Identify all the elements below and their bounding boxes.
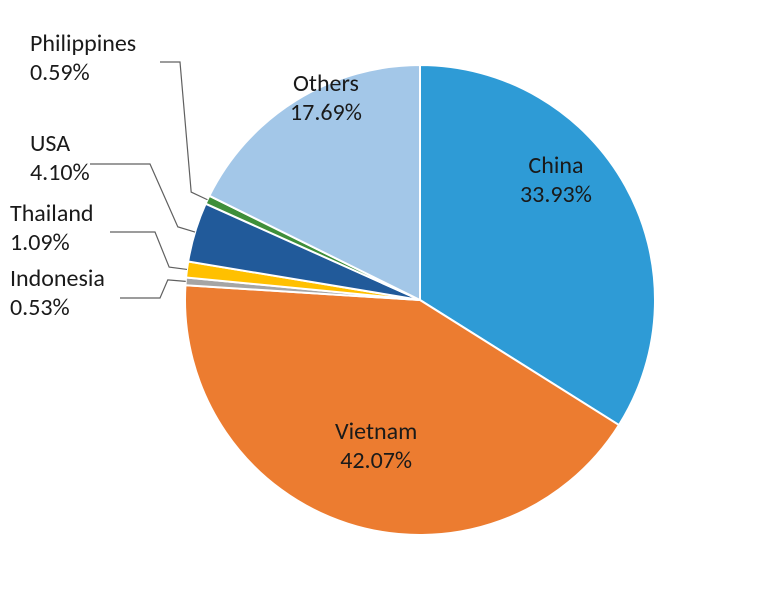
label-vietnam-name: Vietnam bbox=[335, 418, 417, 447]
pie-svg bbox=[0, 0, 767, 589]
label-vietnam: Vietnam 42.07% bbox=[335, 418, 417, 476]
leader-philippines bbox=[160, 62, 207, 200]
label-usa-name: USA bbox=[30, 130, 90, 159]
label-indonesia-pct: 0.53% bbox=[10, 294, 105, 323]
leader-thailand bbox=[110, 232, 187, 269]
label-philippines-pct: 0.59% bbox=[30, 59, 136, 88]
label-philippines-name: Philippines bbox=[30, 30, 136, 59]
pie-chart: Others 17.69% China 33.93% Vietnam 42.07… bbox=[0, 0, 767, 589]
label-usa-pct: 4.10% bbox=[30, 159, 90, 188]
label-china: China 33.93% bbox=[520, 152, 592, 210]
label-thailand-pct: 1.09% bbox=[10, 229, 94, 258]
label-philippines: Philippines 0.59% bbox=[30, 30, 136, 88]
label-vietnam-pct: 42.07% bbox=[335, 447, 417, 476]
label-usa: USA 4.10% bbox=[30, 130, 90, 188]
label-thailand: Thailand 1.09% bbox=[10, 200, 94, 258]
label-indonesia-name: Indonesia bbox=[10, 265, 105, 294]
label-thailand-name: Thailand bbox=[10, 200, 94, 229]
label-indonesia: Indonesia 0.53% bbox=[10, 265, 105, 323]
leader-indonesia bbox=[120, 280, 186, 298]
label-china-pct: 33.93% bbox=[520, 181, 592, 210]
label-china-name: China bbox=[520, 152, 592, 181]
leader-usa bbox=[90, 164, 195, 232]
label-others: Others 17.69% bbox=[290, 70, 362, 128]
label-others-pct: 17.69% bbox=[290, 99, 362, 128]
pie-slices bbox=[185, 65, 655, 535]
label-others-name: Others bbox=[290, 70, 362, 99]
